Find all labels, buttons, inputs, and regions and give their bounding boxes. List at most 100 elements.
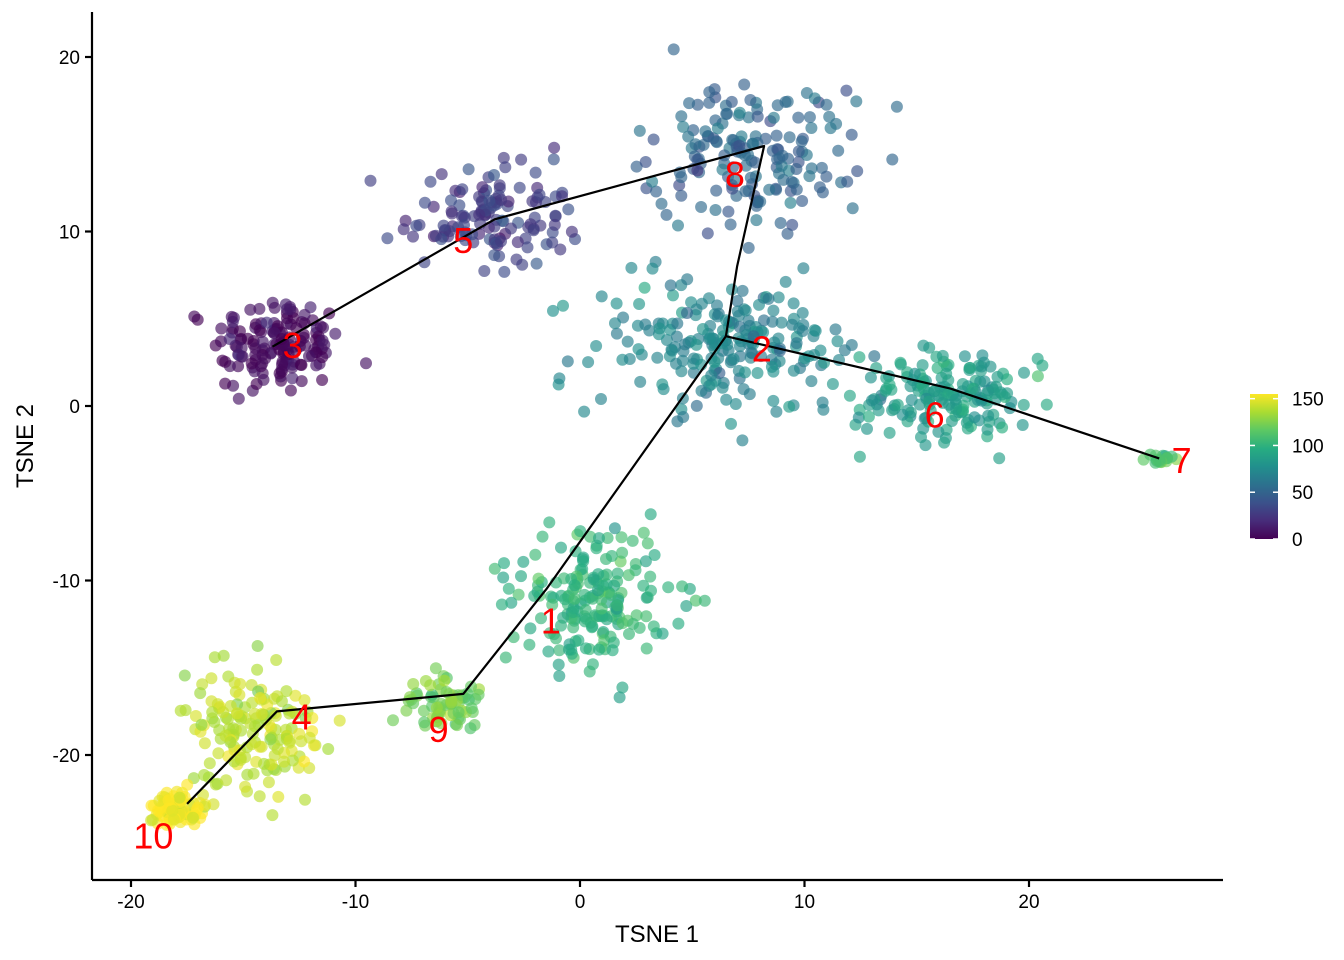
cell-point-cluster-9 bbox=[407, 697, 420, 710]
cell-point-cluster-1 bbox=[698, 594, 711, 607]
cell-point-cluster-10 bbox=[145, 814, 158, 827]
cell-point-cluster-5 bbox=[488, 249, 501, 262]
cell-point-cluster-2 bbox=[703, 292, 715, 305]
legend-tick-label: 0 bbox=[1292, 530, 1303, 551]
cell-point-cluster-1 bbox=[497, 571, 510, 584]
cell-point-cluster-8 bbox=[781, 227, 794, 240]
cell-point-cluster-5 bbox=[554, 243, 567, 256]
cell-point-cluster-1 bbox=[606, 644, 619, 657]
cell-point-cluster-6 bbox=[1031, 370, 1044, 383]
cell-point-cluster-4 bbox=[264, 733, 277, 746]
cell-point-cluster-4 bbox=[298, 694, 311, 707]
cell-point-cluster-4 bbox=[333, 714, 346, 727]
cell-point-cluster-3 bbox=[281, 343, 294, 356]
cell-point-cluster-1 bbox=[584, 530, 597, 543]
cell-point-cluster-2 bbox=[783, 400, 796, 413]
cell-point-cluster-8 bbox=[689, 138, 702, 151]
cell-point-cluster-6 bbox=[1016, 419, 1029, 431]
cell-point-cluster-8 bbox=[749, 156, 762, 169]
cell-point-cluster-6 bbox=[924, 404, 937, 417]
cell-point-cluster-2 bbox=[705, 378, 718, 391]
cell-point-cluster-8 bbox=[754, 195, 767, 208]
cell-point-cluster-4 bbox=[275, 695, 288, 708]
cell-point-cluster-6 bbox=[928, 385, 941, 398]
cell-point-cluster-4 bbox=[298, 755, 311, 768]
cell-point-cluster-8 bbox=[646, 175, 659, 188]
cell-point-cluster-4 bbox=[257, 757, 270, 770]
cell-point-cluster-2 bbox=[765, 360, 778, 373]
cell-point-cluster-2 bbox=[582, 356, 595, 369]
cluster-label-3: 3 bbox=[283, 325, 303, 366]
cell-point-cluster-2 bbox=[736, 284, 749, 297]
cell-point-cluster-1 bbox=[524, 622, 537, 635]
cell-point-cluster-2 bbox=[720, 393, 733, 406]
cell-point-cluster-3 bbox=[191, 313, 204, 326]
cell-point-cluster-4 bbox=[251, 663, 264, 676]
cell-point-cluster-4 bbox=[233, 688, 246, 701]
legend-ticks-layer: 0 50 100 150 bbox=[1250, 390, 1324, 551]
trajectory-layer bbox=[186, 144, 1160, 805]
cell-point-cluster-4 bbox=[189, 710, 202, 722]
cluster-label-5: 5 bbox=[453, 220, 473, 261]
cell-point-cluster-5 bbox=[418, 196, 431, 209]
cell-point-cluster-6 bbox=[940, 367, 953, 380]
cell-point-cluster-1 bbox=[572, 634, 585, 647]
cell-point-cluster-2 bbox=[716, 381, 729, 394]
cell-point-cluster-5 bbox=[565, 225, 578, 238]
cell-point-cluster-6 bbox=[894, 356, 907, 369]
cell-point-cluster-2 bbox=[814, 344, 827, 357]
cell-point-cluster-4 bbox=[306, 712, 319, 724]
cell-point-cluster-3 bbox=[216, 354, 229, 367]
cell-point-cluster-1 bbox=[574, 525, 587, 538]
cell-point-cluster-6 bbox=[996, 388, 1009, 401]
cell-point-cluster-2 bbox=[746, 347, 759, 360]
cell-point-cluster-1 bbox=[647, 620, 660, 633]
cell-point-cluster-8 bbox=[691, 164, 704, 177]
cell-point-cluster-2 bbox=[831, 335, 844, 348]
cell-point-cluster-1 bbox=[583, 665, 596, 678]
cell-point-cluster-2 bbox=[757, 314, 770, 327]
cell-point-cluster-8 bbox=[763, 183, 776, 196]
cell-point-cluster-1 bbox=[616, 617, 629, 630]
cell-point-cluster-6 bbox=[1018, 366, 1030, 379]
x-ticks-layer: -20 -10 0 10 20 bbox=[117, 880, 1040, 913]
cell-point-cluster-3 bbox=[253, 302, 266, 315]
cell-point-cluster-1 bbox=[626, 534, 639, 547]
cell-point-cluster-2 bbox=[610, 327, 623, 340]
cell-point-cluster-5 bbox=[445, 205, 458, 218]
cell-point-cluster-6 bbox=[1031, 352, 1044, 365]
cell-point-cluster-8 bbox=[660, 208, 673, 221]
cell-point-cluster-5 bbox=[462, 163, 475, 176]
cell-point-cluster-8 bbox=[720, 108, 733, 120]
cell-point-cluster-2 bbox=[705, 369, 718, 382]
cell-point-cluster-6 bbox=[984, 360, 997, 373]
cell-point-cluster-3 bbox=[314, 320, 327, 333]
cell-point-cluster-8 bbox=[776, 149, 789, 162]
cell-point-cluster-5 bbox=[429, 229, 442, 242]
cell-point-cluster-8 bbox=[786, 218, 799, 231]
cell-point-cluster-9 bbox=[407, 678, 420, 690]
cell-point-cluster-8 bbox=[650, 185, 663, 198]
cluster-label-1: 1 bbox=[541, 601, 561, 642]
cell-point-cluster-8 bbox=[747, 137, 760, 150]
cell-point-cluster-8 bbox=[677, 120, 690, 133]
cell-point-cluster-9 bbox=[465, 702, 478, 715]
cell-point-cluster-4 bbox=[217, 649, 230, 662]
cell-point-cluster-6 bbox=[936, 349, 949, 362]
trajectory-segment-1 bbox=[186, 335, 727, 805]
cell-point-cluster-8 bbox=[667, 43, 680, 56]
y-tick-label: 0 bbox=[69, 397, 80, 418]
cell-point-cluster-8 bbox=[820, 98, 833, 111]
cell-point-cluster-3 bbox=[329, 327, 342, 340]
cell-point-cluster-2 bbox=[657, 383, 670, 396]
cell-point-cluster-5 bbox=[530, 257, 543, 270]
legend-colorbar bbox=[1250, 394, 1278, 539]
cell-point-cluster-8 bbox=[841, 175, 854, 188]
cell-point-cluster-3 bbox=[286, 372, 299, 385]
cell-point-cluster-6 bbox=[1040, 398, 1053, 411]
cell-point-cluster-2 bbox=[787, 297, 800, 310]
cell-point-cluster-8 bbox=[886, 153, 899, 166]
cell-point-cluster-4 bbox=[271, 743, 284, 755]
cell-point-cluster-2 bbox=[826, 378, 839, 390]
y-ticks-layer: -20 -10 0 10 20 bbox=[53, 48, 92, 767]
